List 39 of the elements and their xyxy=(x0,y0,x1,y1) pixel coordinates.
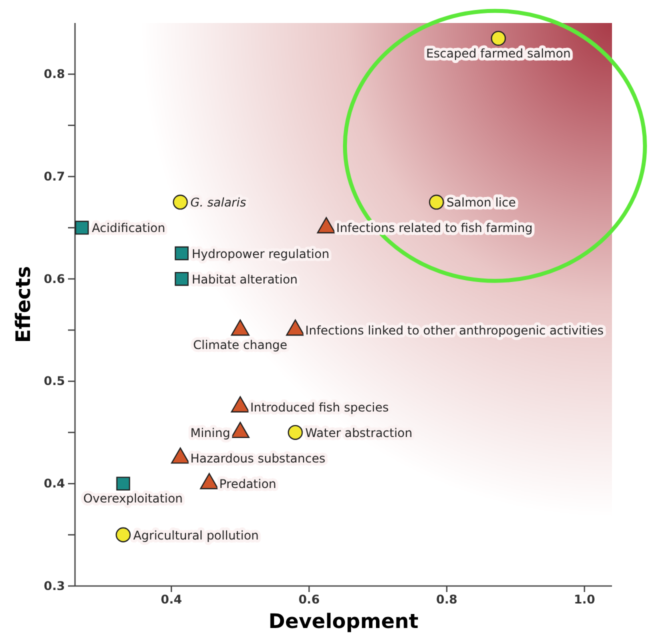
annotation: Predation xyxy=(219,477,276,492)
point xyxy=(230,396,250,412)
annotation: Hydropower regulation xyxy=(192,246,330,261)
point xyxy=(172,194,188,210)
annotation: Mining xyxy=(190,426,230,440)
x-tick-label: 0.8 xyxy=(436,592,458,607)
y-axis-title: Effects xyxy=(11,266,35,343)
annotation: Habitat alteration xyxy=(192,272,298,286)
point xyxy=(200,473,219,490)
x-axis-title: Development xyxy=(268,609,419,633)
point xyxy=(230,319,250,336)
annotation: Agricultural pollution xyxy=(133,528,259,542)
point xyxy=(286,319,305,336)
point xyxy=(174,272,189,286)
point xyxy=(230,422,250,438)
point xyxy=(74,220,89,235)
annotation: Climate change xyxy=(193,338,288,352)
annotation: Acidification xyxy=(92,221,166,236)
annotation: G. salaris xyxy=(190,196,246,210)
annotation: Salmon lice xyxy=(446,196,516,210)
point xyxy=(490,30,506,46)
y-tick-label: 0.4 xyxy=(44,476,65,490)
x-tick-label: 0.4 xyxy=(160,592,182,607)
annotation: Escaped farmed salmon xyxy=(426,46,571,60)
y-tick-label: 0.6 xyxy=(44,272,65,286)
y-tick-label: 0.7 xyxy=(44,169,65,184)
annotation: Overexploitation xyxy=(83,492,183,506)
x-tick-label: 1.0 xyxy=(574,592,596,607)
point xyxy=(428,194,444,210)
point xyxy=(171,447,190,464)
y-tick-label: 0.3 xyxy=(44,578,65,593)
annotation: Water abstraction xyxy=(305,426,412,440)
annotation: Hazardous substances xyxy=(190,452,326,466)
annotation: Infections linked to other anthropogenic activities xyxy=(305,324,604,338)
annotation: Introduced fish species xyxy=(250,400,389,414)
y-tick-label: 0.8 xyxy=(44,67,65,82)
x-tick-label: 0.6 xyxy=(298,592,320,607)
point xyxy=(174,246,189,260)
y-tick-label: 0.5 xyxy=(44,374,65,388)
